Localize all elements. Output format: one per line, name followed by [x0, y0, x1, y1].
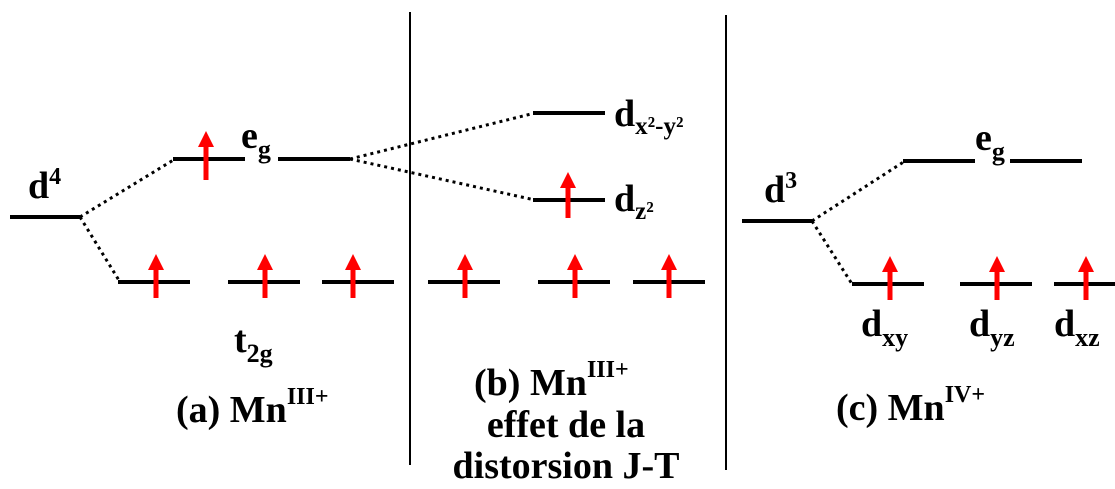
correlation-line-d3-eg [811, 159, 906, 223]
correlation-line-eg-dx2y2 [349, 111, 536, 161]
correlation-line-d3-t2g [810, 220, 854, 285]
panel-b-title-line1: (b) MnIII+ [474, 357, 629, 404]
label-eg: eg [241, 115, 271, 164]
panel-b-title-line2: effet de la [487, 404, 645, 446]
panel-c-title: (c) MnIV+ [836, 382, 985, 429]
panel-b: dx²-y² dz² (b) MnIII+ effet de la distor… [349, 93, 705, 487]
panel-a: d4 eg t2g (a) MnIII+ [10, 115, 394, 431]
label-dyz: dyz [969, 303, 1015, 352]
label-dz2: dz² [614, 178, 654, 225]
panel-a-title: (a) MnIII+ [176, 384, 329, 431]
label-eg-c: eg [975, 117, 1005, 166]
correlation-line-eg-dz2 [349, 157, 536, 202]
label-t2g: t2g [234, 319, 273, 368]
label-dxy: dxy [861, 303, 908, 352]
label-dxz: dxz [1054, 303, 1100, 352]
correlation-line-d4-eg [79, 157, 176, 219]
correlation-line-d4-t2g [78, 216, 122, 283]
panel-b-title-line3: distorsion J-T [453, 445, 680, 487]
label-d3: d3 [764, 168, 797, 211]
label-d4: d4 [28, 164, 61, 207]
panel-c: d3 eg dxy dyz dxz (c) MnIV+ [742, 117, 1115, 429]
label-dx2y2: dx²-y² [614, 93, 683, 140]
